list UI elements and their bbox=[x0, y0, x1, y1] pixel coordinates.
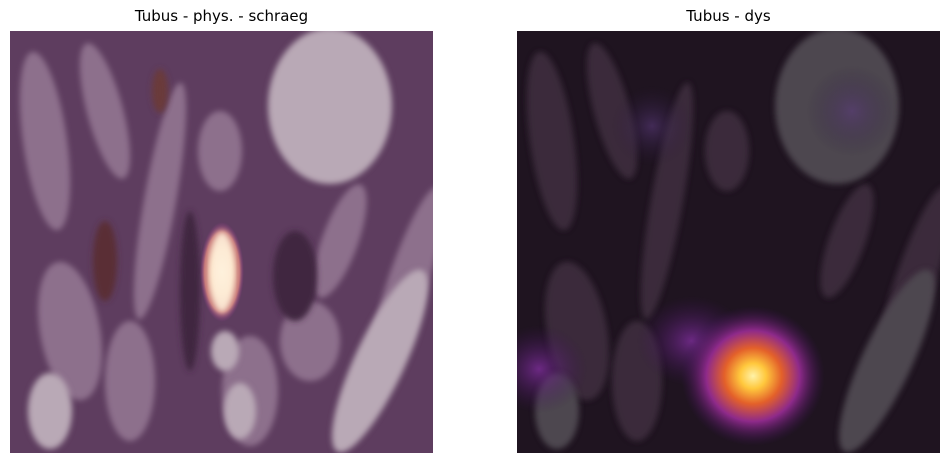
tissue-image-right bbox=[517, 31, 940, 453]
panel-title-dysplastic: Tubus - dys bbox=[686, 7, 771, 25]
panel-title-physiological: Tubus - phys. - schraeg bbox=[134, 7, 309, 25]
heatmap-overlay-dysplastic bbox=[517, 31, 940, 453]
tissue-image-left bbox=[10, 31, 433, 453]
heatmap-overlay-physiological bbox=[10, 31, 433, 453]
